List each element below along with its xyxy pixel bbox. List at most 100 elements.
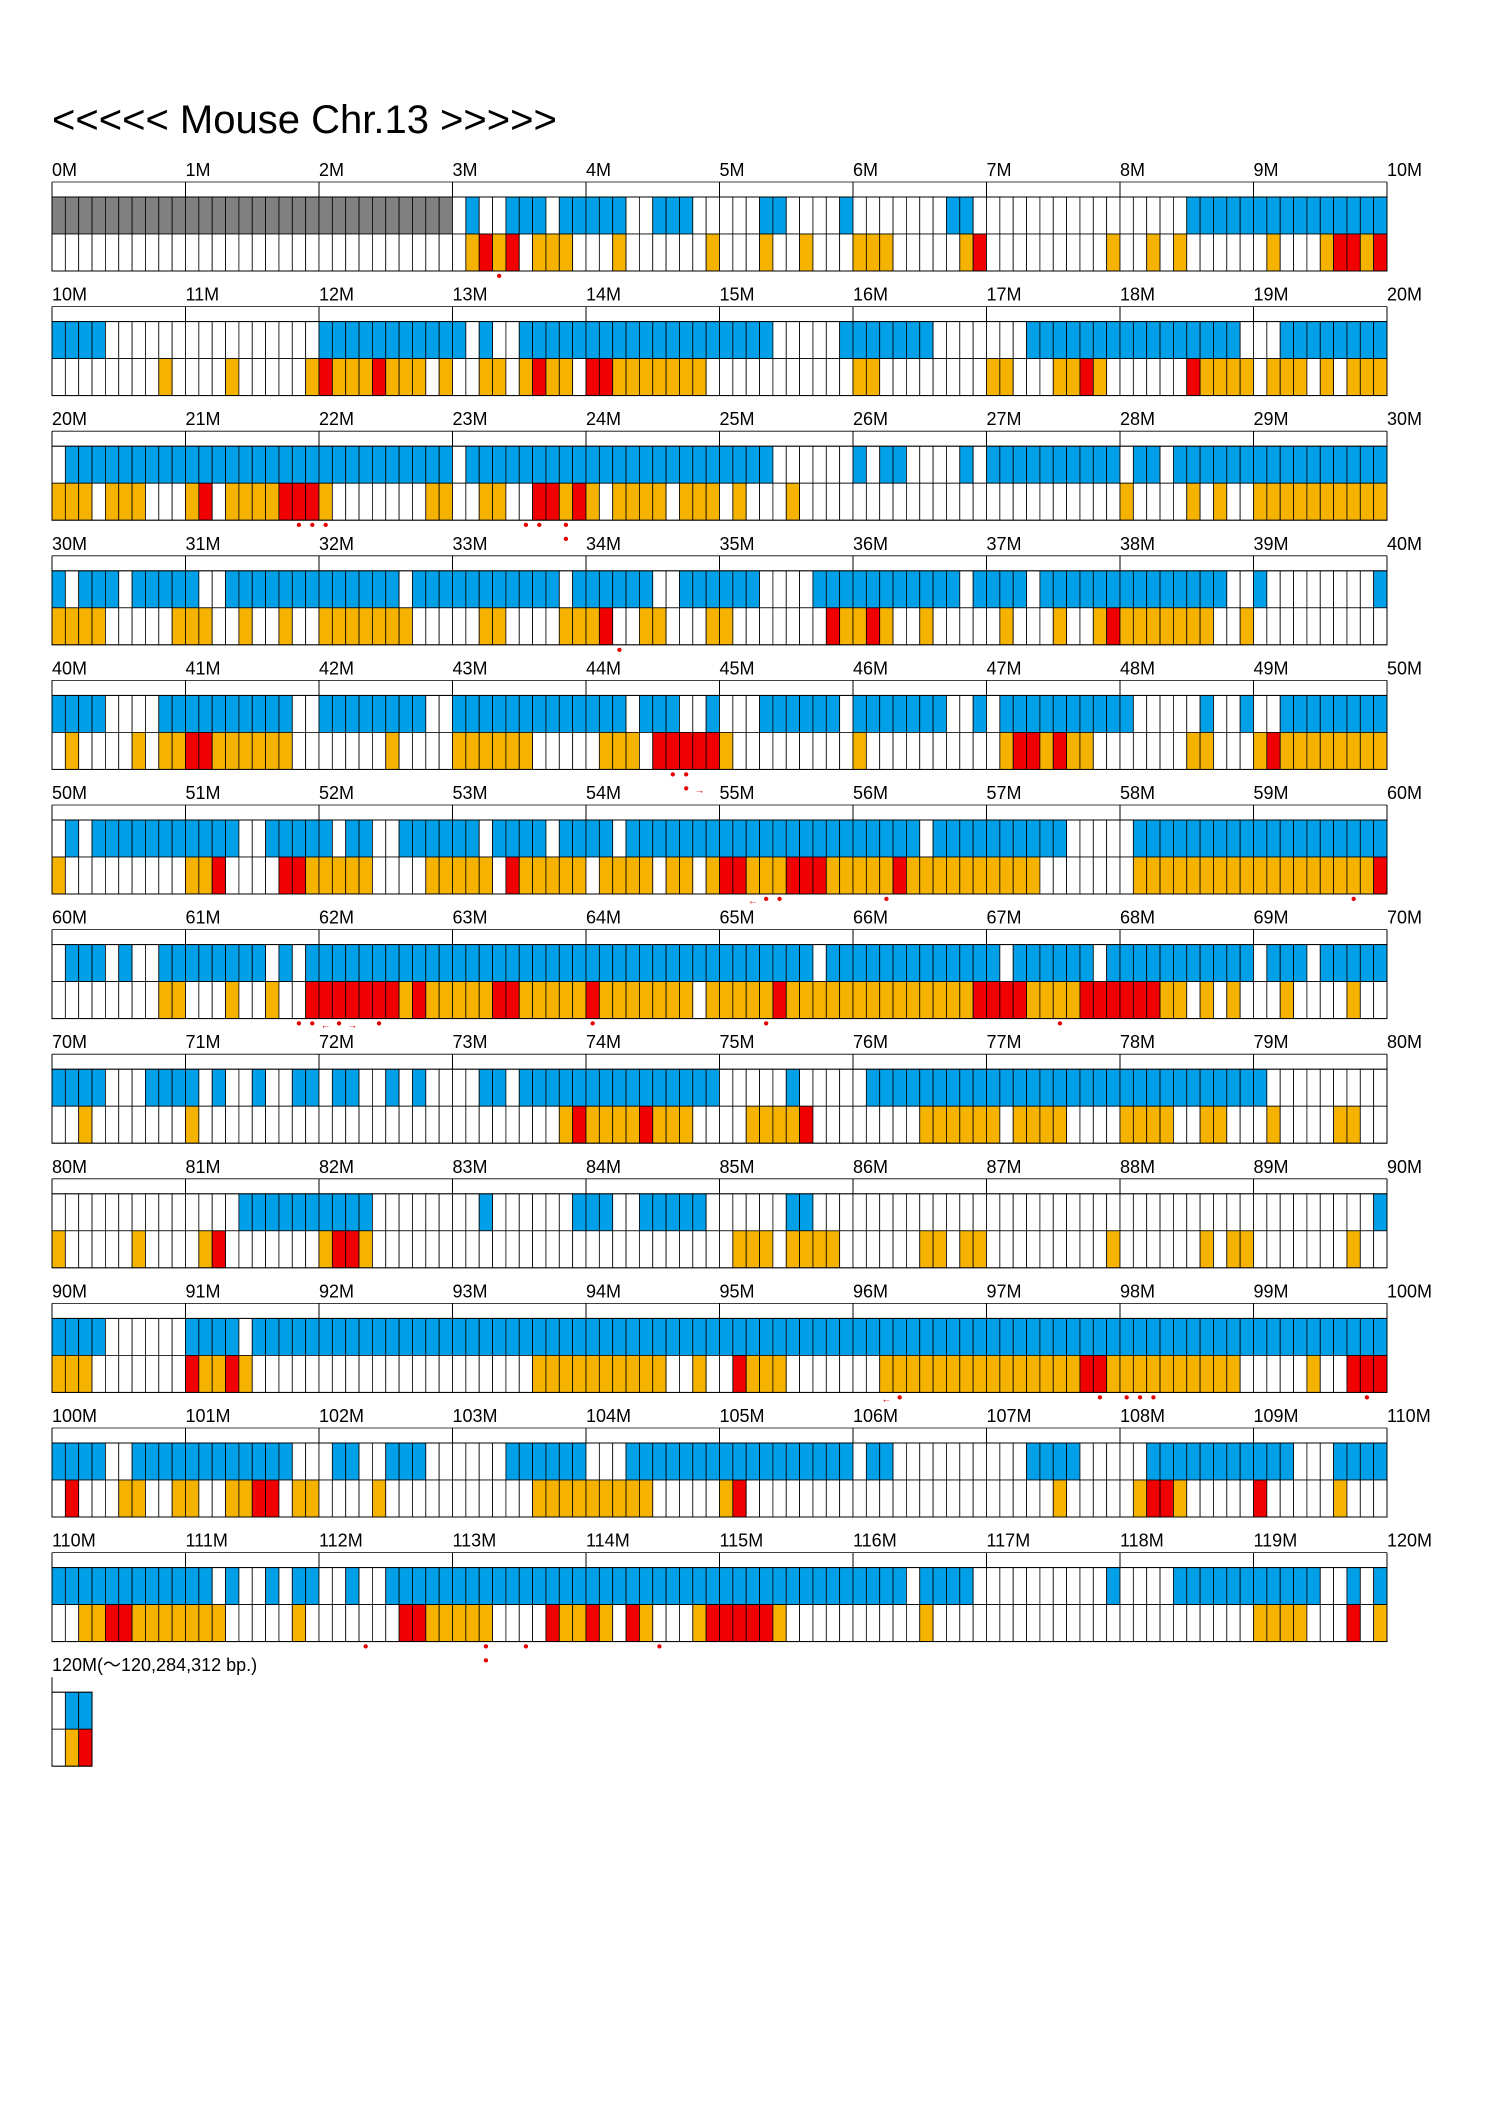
row-1-lower-cell [278, 358, 293, 397]
row-2-upper-cell [932, 445, 947, 484]
row-11-upper-cell [238, 1567, 253, 1605]
row-11-lower-cell [91, 1604, 106, 1642]
row-11-upper-cell [1199, 1567, 1214, 1605]
row-2-lower-cell [825, 482, 841, 521]
row-4-lower-cell [465, 732, 480, 770]
row-6-lower-cell [238, 981, 253, 1019]
row-0-upper-cell [1359, 196, 1375, 235]
row-0-upper-cell [825, 196, 841, 235]
row-9-upper-cell [1092, 1318, 1108, 1356]
row-0-upper-cell [892, 196, 907, 235]
row-2-lower-cell [1373, 482, 1388, 521]
row-0-lower-cell [412, 233, 427, 272]
marker: • [683, 780, 689, 797]
row-11-lower-cell [759, 1604, 774, 1642]
row-8-lower-cell [478, 1230, 493, 1269]
row-9-lower-cell [946, 1355, 961, 1393]
row-6-lower-cell [865, 981, 881, 1019]
row-1-upper-cell [545, 321, 560, 360]
row-4-upper-cell [118, 695, 133, 733]
row-11-lower-cell [825, 1604, 841, 1642]
position-label: 3M [453, 160, 478, 180]
row-8-lower-cell [612, 1230, 627, 1269]
row-11-upper-cell [452, 1567, 467, 1605]
row-5-upper-cell [425, 819, 440, 858]
row-7-lower-cell [238, 1105, 253, 1144]
row-6-lower-cell [892, 981, 907, 1019]
row-10-lower-cell [1306, 1479, 1321, 1518]
row-8-lower-cell [1253, 1230, 1268, 1269]
row-6-upper-cell [358, 944, 373, 982]
row-11-upper-cell [1146, 1567, 1161, 1605]
row-2-upper-cell [959, 445, 974, 484]
row-11-upper-cell [291, 1567, 307, 1605]
row-9-lower-cell [345, 1355, 360, 1393]
row-7-upper-cell [1146, 1068, 1161, 1107]
row-11-lower-cell [1039, 1604, 1054, 1642]
row-4-upper-cell [1306, 695, 1321, 733]
row-11-upper-cell [1106, 1567, 1121, 1605]
row-8-upper-cell [131, 1193, 146, 1232]
row-11-upper-cell [331, 1567, 347, 1605]
row-0-lower-cell [1092, 233, 1108, 272]
position-label: 40M [52, 658, 87, 678]
row-6-upper-cell [1039, 944, 1054, 982]
row-8-upper-cell [91, 1193, 106, 1232]
row-10-upper-cell [278, 1442, 293, 1481]
row-1-lower-cell [745, 358, 760, 397]
row-1-lower-cell [1346, 358, 1361, 397]
row-5-lower-cell [785, 856, 801, 895]
row-8-lower-cell [265, 1230, 280, 1269]
row-9-lower-cell [1333, 1355, 1348, 1393]
row-11-upper-cell [131, 1567, 146, 1605]
row-7-lower-cell [438, 1105, 453, 1144]
row-1-upper-cell [825, 321, 841, 360]
row-9-lower-cell [78, 1355, 93, 1393]
row-7-lower-cell [265, 1105, 280, 1144]
position-label: 104M [586, 1406, 631, 1426]
row-2-lower-cell [465, 482, 480, 521]
row-5-upper-cell [105, 819, 120, 858]
position-label: 70M [52, 1032, 87, 1052]
row-2-upper-cell [946, 445, 961, 484]
row-1-lower-cell [331, 358, 347, 397]
row-5-upper-cell [1066, 819, 1081, 858]
row-0-lower-cell [972, 233, 987, 272]
row-7-lower-cell [64, 1105, 80, 1144]
row-0-upper-cell [532, 196, 547, 235]
row-9-lower-cell [986, 1355, 1001, 1393]
row-2-upper-cell [1333, 445, 1348, 484]
row-7-upper-cell [452, 1068, 467, 1107]
row-4-upper-cell [906, 695, 921, 733]
row-8-lower-cell [892, 1230, 907, 1269]
position-label: 102M [319, 1406, 364, 1426]
row-8-lower-cell [1119, 1230, 1134, 1269]
row-11-lower-cell [505, 1604, 520, 1642]
row-5-lower-cell [91, 856, 106, 895]
row-10-lower-cell [865, 1479, 881, 1518]
row-5-upper-cell [518, 819, 534, 858]
row-5-lower-cell [1079, 856, 1094, 895]
marker: • [670, 766, 676, 783]
row-2-lower-cell [1319, 482, 1335, 521]
row-3-upper-cell [438, 570, 453, 609]
row-2-upper-cell [679, 445, 694, 484]
row-1-lower-cell [225, 358, 240, 397]
row-8-upper-cell [825, 1193, 841, 1232]
row-8-upper-cell [759, 1193, 774, 1232]
row-2-lower-cell [759, 482, 774, 521]
row-2-lower-cell [1306, 482, 1321, 521]
row-3-lower-cell [1132, 607, 1148, 646]
row-1-upper-cell [358, 321, 373, 360]
row-5-lower-cell [946, 856, 961, 895]
row-3-lower-cell [492, 607, 507, 646]
row-2-lower-cell [785, 482, 801, 521]
row-0-upper-cell [1239, 196, 1254, 235]
row-6-upper-cell [105, 944, 120, 982]
row-3-lower-cell [612, 607, 627, 646]
row-3-upper-cell [1306, 570, 1321, 609]
position-label: 28M [1120, 409, 1155, 429]
marker: • [1364, 1389, 1370, 1406]
row-10-lower-cell [892, 1479, 907, 1518]
row-7-lower-cell [131, 1105, 146, 1144]
